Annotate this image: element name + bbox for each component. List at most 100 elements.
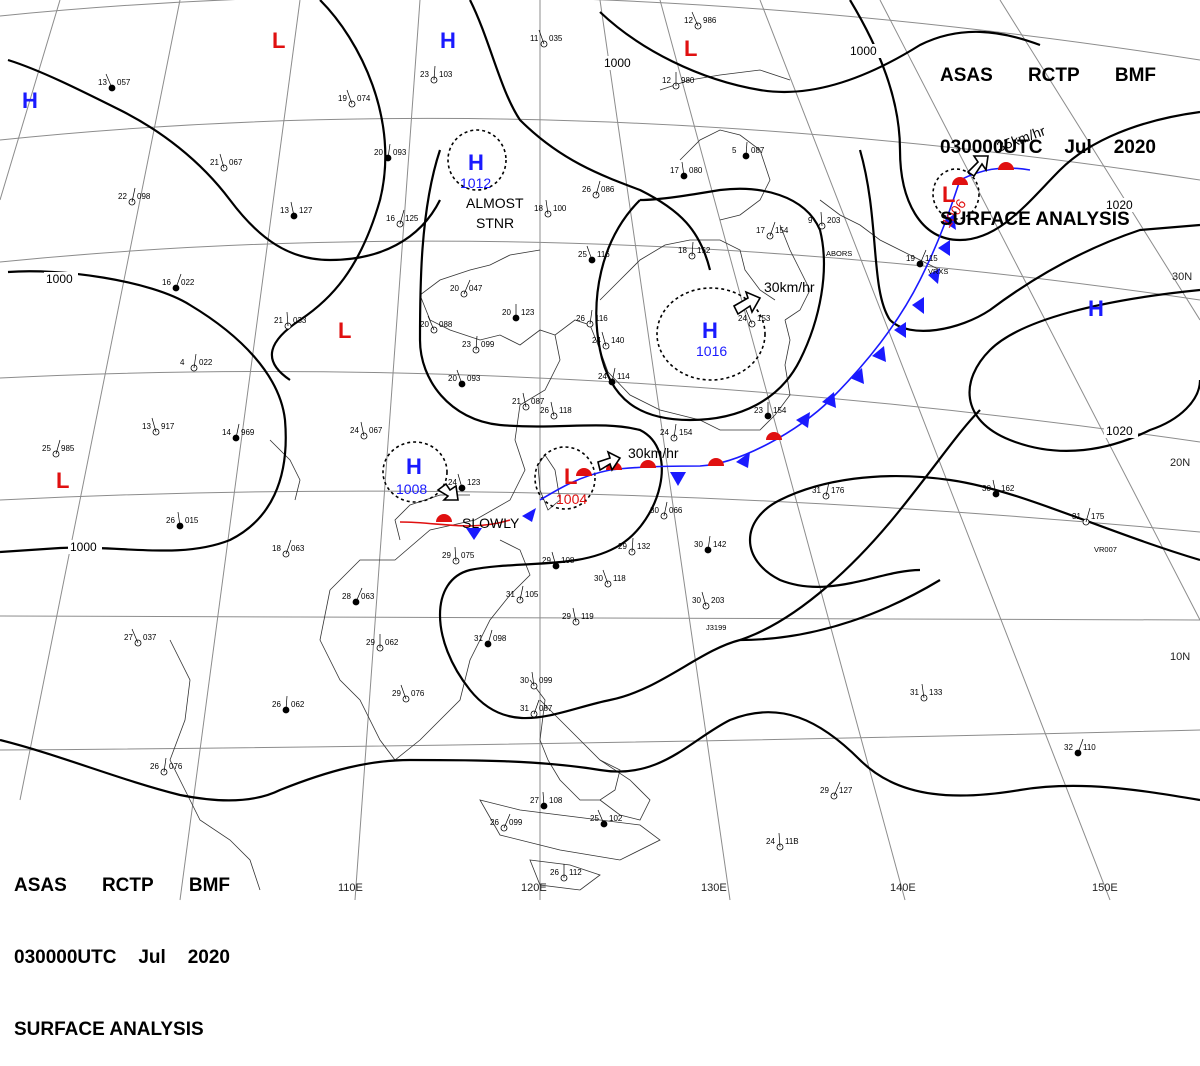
station-temperature: 20 (502, 308, 511, 317)
wind-barb (346, 89, 353, 105)
chart-header-bottom: ASAS RCTP BMF 030000UTC Jul 2020 SURFACE… (14, 826, 230, 1066)
wind-barb (820, 211, 823, 227)
station-pressure: 076 (411, 689, 425, 698)
header-title: SURFACE ANALYSIS (940, 209, 1130, 230)
graticule (0, 0, 1200, 901)
station-pressure: 118 (559, 406, 572, 415)
station-temperature: 12 (684, 16, 693, 25)
station-plot: 21 033 (274, 311, 307, 330)
fronts (399, 162, 1031, 540)
wind-barb (163, 757, 167, 773)
station-plot: 18 152 (678, 241, 711, 260)
station-plot: 16 022 (162, 273, 195, 292)
station-pressure: 015 (185, 516, 199, 525)
station-plot: 28 063 (342, 587, 375, 606)
station-plot: 26 086 (582, 180, 615, 199)
station-code: ABORS (826, 249, 852, 258)
wind-barb (457, 473, 463, 489)
movement-note: STNR (476, 215, 514, 231)
station-code: J3199 (706, 623, 726, 632)
station-pressure: 066 (669, 506, 683, 515)
low-center-label: L (684, 36, 697, 61)
station-temperature: 30 (692, 596, 701, 605)
station-temperature: 18 (678, 246, 687, 255)
station-temperature: 29 (542, 556, 551, 565)
pressure-value: 1012 (460, 175, 491, 191)
wind-barb (701, 591, 707, 607)
station-temperature: 26 (582, 185, 591, 194)
wind-barb (1077, 738, 1084, 754)
station-temperature: 29 (392, 689, 401, 698)
station-temperature: 30 (982, 484, 991, 493)
station-pressure: 080 (689, 166, 703, 175)
station-plot: 29 062 (366, 634, 399, 652)
station-plot: 13 917 (142, 417, 175, 436)
wind-barb (745, 141, 748, 157)
high-center-label: H (1088, 296, 1104, 321)
header-time: 030000UTC (940, 137, 1043, 158)
station-temperature: 4 (180, 358, 185, 367)
station-plot: 17 154 (756, 221, 789, 240)
wind-barb (399, 209, 405, 225)
station-temperature: 22 (118, 192, 127, 201)
wind-barb (1085, 507, 1091, 523)
low-center-label: L (56, 468, 69, 493)
wind-barb (572, 607, 577, 623)
station-pressure: 118 (613, 574, 626, 583)
station-temperature: 14 (222, 428, 231, 437)
station-pressure: 099 (481, 340, 495, 349)
station-temperature: 13 (98, 78, 107, 87)
header-agency: ASAS (940, 65, 993, 86)
station-plot: 31 098 (474, 629, 507, 648)
wind-barb (602, 569, 609, 585)
station-temperature: 32 (1064, 743, 1073, 752)
station-pressure: 103 (439, 70, 453, 79)
station-temperature: 20 (420, 320, 429, 329)
station-pressure: 100 (553, 204, 567, 213)
header-suffix: BMF (188, 875, 230, 896)
station-plot: 23 154 (754, 402, 787, 420)
isobar-label: 1000 (46, 272, 73, 286)
wind-barb (551, 551, 557, 567)
station-plot: 30 142 (694, 535, 727, 554)
station-pressure: 154 (679, 428, 693, 437)
wind-barb (285, 539, 292, 555)
station-pressure: 123 (521, 308, 535, 317)
station-temperature: 29 (618, 542, 627, 551)
station-temperature: 17 (670, 166, 679, 175)
station-plot: 26 015 (166, 511, 199, 530)
station-plot: 27 108 (530, 791, 563, 810)
high-center-label: H (440, 28, 456, 53)
wind-barb (542, 791, 545, 807)
station-temperature: 29 (562, 612, 571, 621)
wind-barb (673, 423, 677, 439)
longitude-label: 130E (701, 882, 727, 894)
longitude-label: 140E (890, 882, 916, 894)
stationary-front-west (399, 519, 511, 527)
station-temperature: 26 (576, 314, 585, 323)
station-pressure: 057 (117, 78, 131, 87)
wind-barb (286, 311, 289, 327)
station-plot: 24 067 (350, 421, 383, 440)
station-plot: 20 123 (502, 304, 535, 322)
station-pressure: 108 (549, 796, 563, 805)
latitude-label: 30N (1172, 271, 1192, 283)
station-temperature: 31 (506, 590, 515, 599)
pressure-value: 1008 (396, 481, 427, 497)
wind-barb (427, 315, 435, 331)
station-pressure: 116 (597, 250, 610, 259)
station-pressure: 917 (161, 422, 175, 431)
station-pressure: 153 (757, 314, 771, 323)
high-center-label: H (22, 88, 38, 113)
wind-barb (105, 73, 113, 89)
station-temperature: 24 (448, 478, 457, 487)
station-temperature: 30 (520, 676, 529, 685)
station-temperature: 23 (462, 340, 471, 349)
low-center-label: L (338, 318, 351, 343)
wind-barb (235, 423, 240, 439)
station-pressure: 062 (291, 700, 305, 709)
wind-barb (400, 684, 407, 700)
wind-barb (503, 813, 511, 829)
wind-barb (545, 199, 549, 215)
movement-speed: 30km/hr (764, 279, 815, 295)
